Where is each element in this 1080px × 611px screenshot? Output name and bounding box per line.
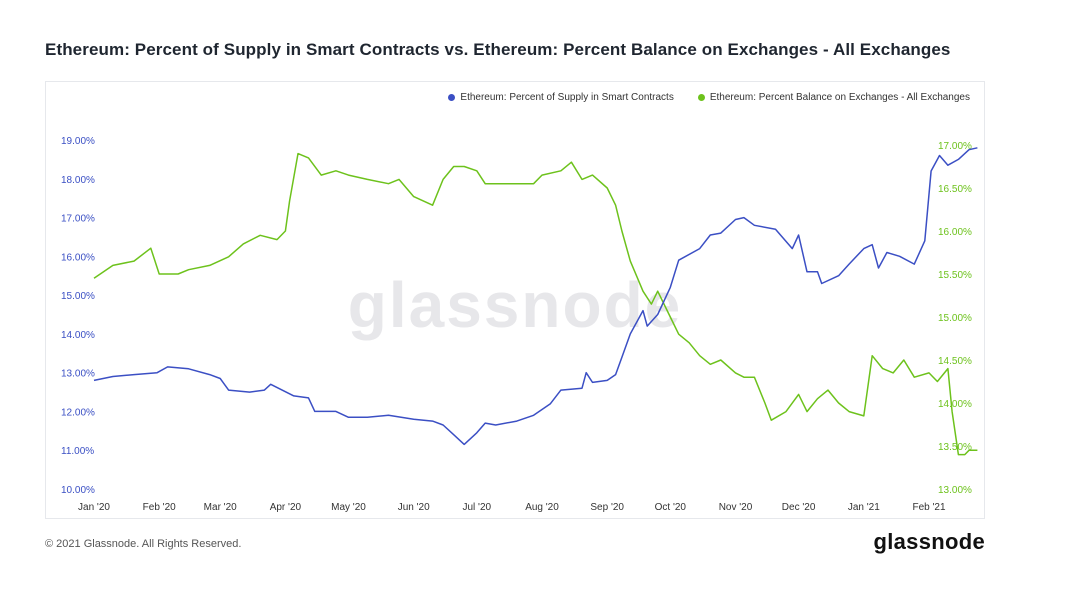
y-left-tick-label: 18.00% [61,175,95,186]
x-tick-label: Oct '20 [655,502,687,513]
y-left-tick-label: 16.00% [61,252,95,263]
watermark-text: glassnode [348,269,683,341]
copyright-text: © 2021 Glassnode. All Rights Reserved. [45,538,242,550]
y-left-tick-label: 13.00% [61,369,95,380]
y-right-tick-label: 15.00% [938,313,972,324]
y-left-tick-label: 12.00% [61,407,95,418]
x-tick-label: Feb '21 [912,502,945,513]
series-line-smart-contracts [93,147,978,446]
x-tick-label: Apr '20 [270,502,302,513]
chart-title: Ethereum: Percent of Supply in Smart Con… [45,40,951,59]
legend-dot-green-icon [697,94,705,101]
y-right-tick-label: 14.00% [938,399,972,410]
series-line-exchanges [93,152,978,456]
x-tick-label: Dec '20 [782,502,816,513]
x-tick-label: Aug '20 [525,502,559,513]
y-right-tick-label: 16.00% [938,227,972,238]
x-tick-label: May '20 [331,502,366,513]
legend-item-exchanges[interactable]: Ethereum: Percent Balance on Exchanges -… [697,92,970,103]
x-tick-label: Feb '20 [143,502,176,513]
legend-label-smart-contracts: Ethereum: Percent of Supply in Smart Con… [460,92,674,103]
legend-dot-blue-icon [448,94,456,101]
y-right-tick-label: 17.00% [938,141,972,152]
x-tick-label: Jan '20 [78,502,110,513]
x-tick-label: Jun '20 [398,502,430,513]
y-right-tick-label: 15.50% [938,270,972,281]
y-left-tick-label: 19.00% [61,136,95,147]
x-tick-label: Sep '20 [590,502,624,513]
y-left-tick-label: 14.00% [61,330,95,341]
x-tick-label: Mar '20 [204,502,237,513]
y-right-tick-label: 13.00% [938,485,972,496]
y-left-tick-label: 17.00% [61,214,95,225]
x-tick-label: Jan '21 [848,502,880,513]
x-tick-label: Jul '20 [462,502,491,513]
y-right-tick-label: 13.50% [938,442,972,453]
y-right-tick-label: 14.50% [938,356,972,367]
legend-item-smart-contracts[interactable]: Ethereum: Percent of Supply in Smart Con… [448,92,674,103]
y-right-tick-label: 16.50% [938,184,972,195]
x-tick-label: Nov '20 [719,502,753,513]
brand-logo: glassnode [873,529,985,554]
chart-legend: Ethereum: Percent of Supply in Smart Con… [448,92,970,103]
y-left-tick-label: 11.00% [61,446,94,457]
legend-label-exchanges: Ethereum: Percent Balance on Exchanges -… [709,92,970,103]
y-left-tick-label: 10.00% [61,485,95,496]
line-chart: glassnode 10.00% 11.00% 12.00% 13.00% 14.00% 1… [61,136,978,513]
chart-panel: Ethereum: Percent of Supply in Smart Con… [45,81,985,519]
y-left-tick-label: 15.00% [61,291,95,302]
